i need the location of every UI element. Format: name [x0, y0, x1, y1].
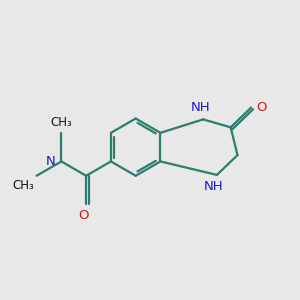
Text: N: N	[45, 155, 55, 168]
Text: CH₃: CH₃	[12, 179, 34, 192]
Text: NH: NH	[190, 101, 210, 114]
Text: O: O	[78, 209, 88, 222]
Text: O: O	[256, 101, 267, 114]
Text: CH₃: CH₃	[50, 116, 72, 129]
Text: NH: NH	[204, 180, 224, 193]
